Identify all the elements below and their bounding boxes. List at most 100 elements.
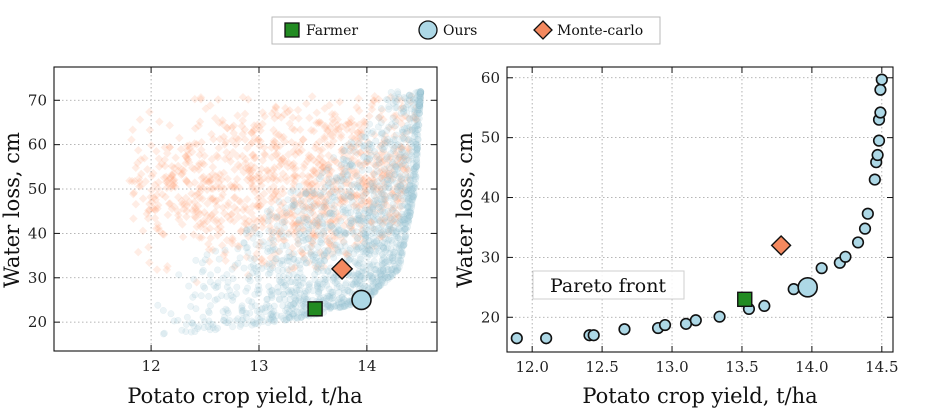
- ours-cloud-point: [341, 231, 349, 239]
- monte-carlo-cloud-point: [386, 92, 395, 102]
- ours-cloud-point: [380, 260, 388, 268]
- ours-cloud-point: [364, 214, 372, 222]
- monte-carlo-cloud-point: [363, 144, 372, 153]
- monte-carlo-cloud-point: [326, 141, 336, 150]
- monte-carlo-cloud-point: [206, 233, 215, 243]
- monte-carlo-cloud-point: [160, 155, 169, 164]
- monte-carlo-cloud-point: [390, 203, 399, 212]
- ours-cloud-point: [388, 120, 396, 128]
- monte-carlo-cloud-point: [275, 206, 284, 215]
- monte-carlo-cloud-point: [183, 146, 192, 155]
- ours-cloud-point: [361, 239, 369, 247]
- monte-carlo-cloud-point: [298, 249, 308, 259]
- monte-carlo-cloud-point: [389, 217, 398, 226]
- ours-cloud-point: [324, 247, 332, 255]
- monte-carlo-cloud-point: [393, 182, 403, 191]
- ours-cloud-point: [379, 145, 386, 153]
- monte-carlo-cloud-point: [395, 162, 404, 172]
- monte-carlo-cloud-point: [274, 213, 284, 223]
- monte-carlo-cloud-point: [317, 210, 327, 219]
- ours-cloud-point: [411, 144, 419, 152]
- monte-carlo-cloud-point: [318, 192, 327, 202]
- ours-cloud-point: [416, 94, 424, 102]
- monte-carlo-cloud-point: [293, 218, 303, 228]
- monte-carlo-cloud-point: [313, 217, 323, 227]
- ours-cloud-point: [251, 320, 259, 328]
- monte-carlo-cloud-point: [398, 154, 408, 163]
- ours-cloud-point: [353, 260, 361, 268]
- monte-carlo-cloud-point: [366, 202, 376, 211]
- ours-cloud-point: [368, 141, 376, 149]
- monte-carlo-cloud-point: [295, 218, 305, 228]
- monte-carlo-cloud-point: [289, 202, 299, 212]
- ours-cloud-point: [393, 141, 401, 149]
- ours-cloud-point: [245, 297, 253, 305]
- monte-carlo-cloud-point: [319, 262, 328, 271]
- monte-carlo-cloud-point: [179, 166, 188, 175]
- ours-cloud-point: [416, 98, 424, 106]
- ours-cloud-point: [198, 268, 206, 276]
- monte-carlo-cloud-point: [274, 234, 283, 243]
- monte-carlo-cloud-point: [203, 199, 212, 208]
- monte-carlo-cloud-point: [218, 241, 227, 250]
- monte-carlo-cloud-point: [369, 181, 378, 190]
- monte-carlo-cloud-point: [333, 120, 342, 130]
- ours-cloud-point: [160, 329, 168, 337]
- monte-carlo-cloud-point: [396, 172, 405, 181]
- monte-carlo-cloud-point: [327, 241, 336, 250]
- monte-carlo-cloud-point: [241, 225, 251, 234]
- monte-carlo-cloud-point: [332, 158, 342, 167]
- ours-cloud-point: [154, 301, 162, 309]
- ours-cloud-point: [396, 218, 404, 226]
- monte-carlo-cloud-point: [274, 229, 284, 239]
- monte-carlo-cloud-point: [248, 150, 257, 160]
- monte-carlo-cloud-point: [381, 182, 390, 191]
- monte-carlo-cloud-point: [223, 174, 232, 183]
- ours-cloud-point: [364, 229, 371, 237]
- ours-cloud-point: [303, 289, 310, 297]
- monte-carlo-cloud-point: [181, 159, 191, 168]
- ours-cloud-point: [334, 303, 342, 311]
- monte-carlo-cloud-point: [391, 111, 401, 120]
- monte-carlo-cloud-point: [306, 152, 316, 162]
- ours-cloud-point: [344, 301, 352, 309]
- monte-carlo-cloud-point: [318, 251, 327, 260]
- monte-carlo-cloud-point: [376, 153, 386, 163]
- monte-carlo-cloud-point: [318, 227, 328, 237]
- monte-carlo-cloud-point: [245, 166, 255, 175]
- right-y-tick-label: 60: [481, 69, 500, 87]
- ours-cloud-point: [352, 148, 360, 156]
- monte-carlo-cloud-point: [358, 196, 368, 206]
- monte-carlo-cloud-point: [255, 202, 264, 211]
- monte-carlo-cloud-point: [287, 249, 297, 259]
- monte-carlo-cloud-point: [165, 121, 174, 130]
- monte-carlo-cloud-point: [386, 204, 396, 213]
- monte-carlo-cloud-point: [369, 224, 378, 234]
- ours-cloud-point: [240, 264, 248, 272]
- monte-carlo-cloud-point: [220, 140, 229, 149]
- monte-carlo-cloud-point: [129, 214, 138, 223]
- monte-carlo-cloud-point: [249, 214, 259, 224]
- monte-carlo-cloud-point: [360, 118, 370, 127]
- monte-carlo-cloud-point: [272, 176, 281, 185]
- monte-carlo-cloud-point: [197, 173, 207, 183]
- monte-carlo-cloud-point: [193, 189, 203, 199]
- ours-cloud-point: [360, 142, 368, 149]
- monte-carlo-cloud-point: [396, 104, 406, 113]
- monte-carlo-cloud-point: [237, 121, 247, 131]
- monte-carlo-cloud-point: [389, 206, 398, 215]
- ours-cloud-point: [381, 279, 389, 287]
- pareto-front-point: [713, 310, 726, 323]
- monte-carlo-cloud-point: [343, 250, 353, 259]
- monte-carlo-cloud-point: [228, 236, 237, 245]
- monte-carlo-cloud-point: [328, 154, 337, 164]
- ours-cloud-point: [394, 88, 402, 96]
- monte-carlo-cloud-point: [197, 233, 207, 242]
- monte-carlo-cloud-point: [168, 181, 177, 190]
- monte-carlo-cloud-point: [250, 254, 259, 263]
- ours-cloud-point: [300, 295, 308, 303]
- monte-carlo-cloud-point: [257, 255, 266, 264]
- ours-cloud-point: [252, 241, 260, 249]
- monte-carlo-cloud-point: [390, 211, 399, 220]
- ours-cloud-point: [316, 238, 324, 246]
